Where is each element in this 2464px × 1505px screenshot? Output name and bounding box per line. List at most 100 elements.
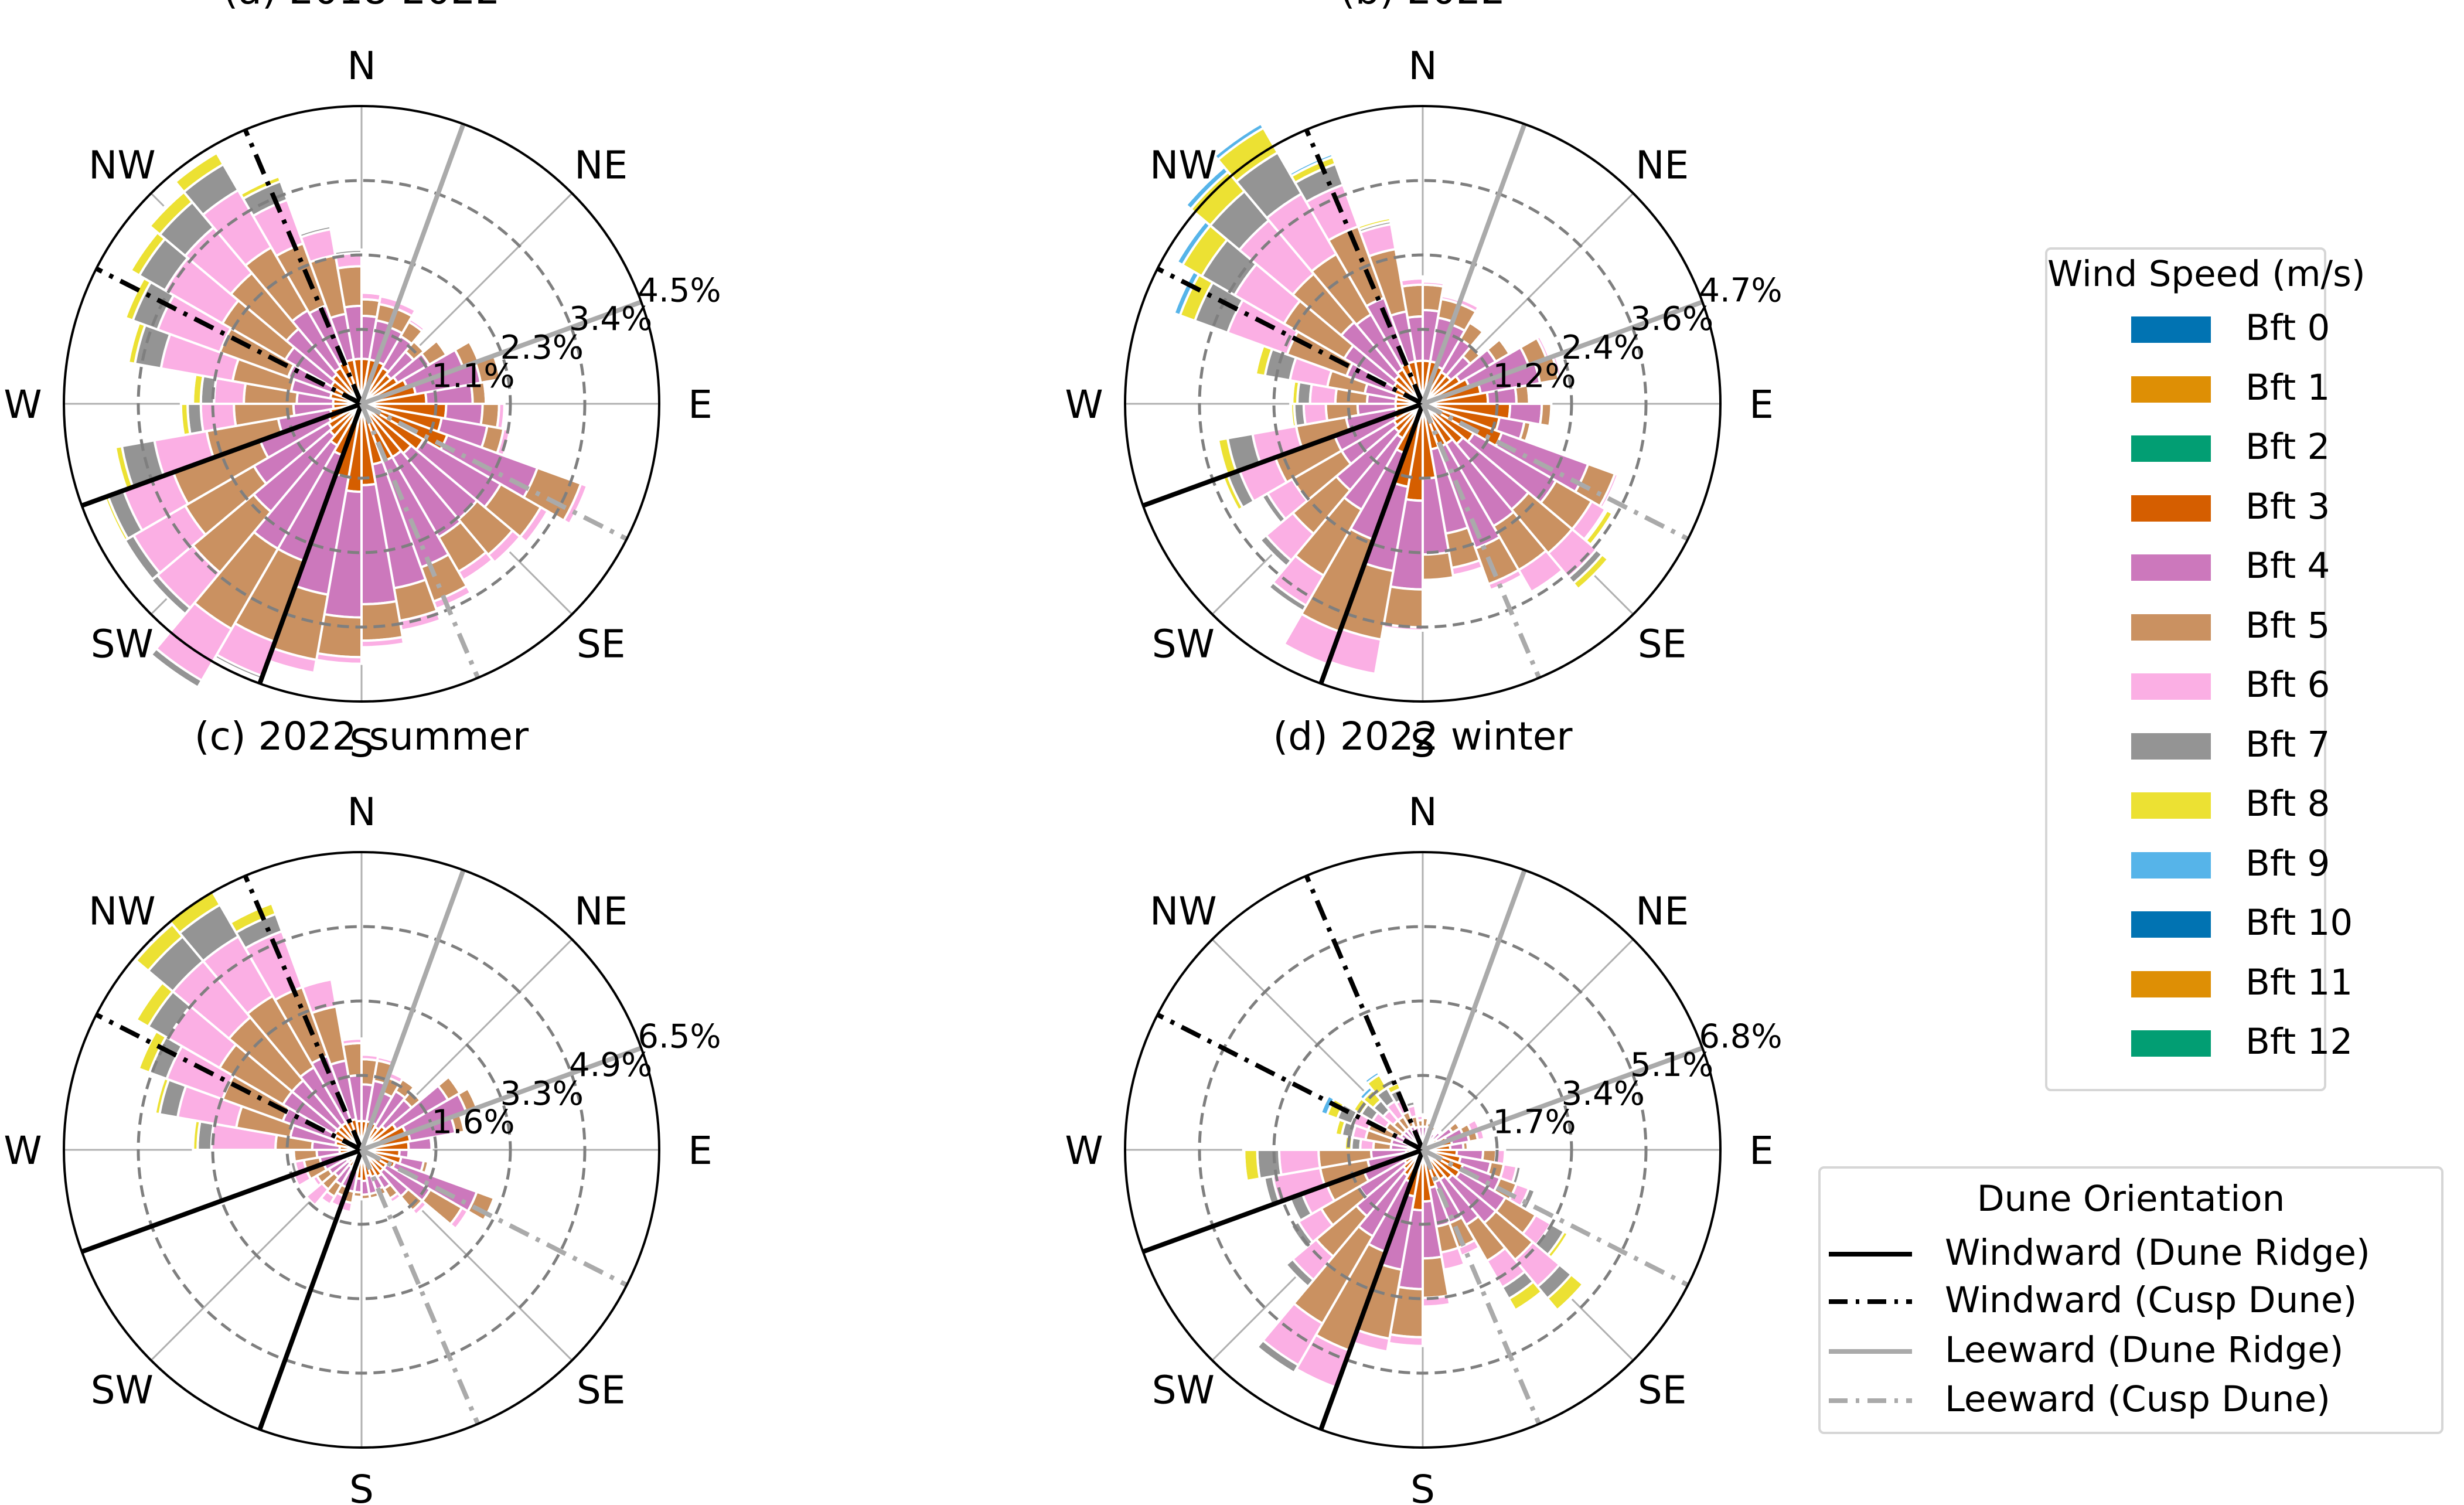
radial-tick-label: 4.5%: [638, 272, 721, 310]
compass-label: W: [1065, 382, 1103, 427]
dune-orientation-legend: Dune Orientation Windward (Dune Ridge) Wi…: [1818, 1166, 2443, 1434]
legend-swatch: [2131, 911, 2211, 938]
legend-swatch: [2131, 376, 2211, 403]
dune-orientation-line: [243, 874, 364, 1151]
wind-bar-segment: [479, 403, 500, 430]
compass-label: NE: [1635, 888, 1689, 934]
compass-label: NE: [574, 888, 628, 934]
dune-orientation-line: [1422, 299, 1703, 406]
outer-circle: [1124, 105, 1722, 703]
radial-tick-label: 6.5%: [638, 1018, 721, 1056]
wind-legend-item: Bft 12: [2047, 1021, 2353, 1063]
radial-tick-label: 4.7%: [1699, 272, 1782, 310]
compass-label: S: [1410, 721, 1435, 766]
compass-label: NW: [1150, 142, 1217, 188]
legend-label: Bft 0: [2245, 307, 2330, 349]
dune-orientation-line: [359, 403, 480, 679]
dune-orientation-line: [1420, 123, 1527, 405]
compass-label: SE: [1638, 1368, 1687, 1413]
radial-gridline: [285, 328, 438, 480]
legend-swatch: [2131, 792, 2211, 819]
legend-label: Windward (Cusp Dune): [1945, 1279, 2357, 1321]
legend-swatch: [2131, 673, 2211, 700]
dune-orientation-line: [1420, 869, 1527, 1151]
wind-bar-segment: [407, 317, 427, 333]
compass-label: S: [349, 721, 374, 766]
wind-bar-segment: [1357, 216, 1392, 231]
dune-orientation-line: [1304, 128, 1425, 405]
wind-bar-segment: [360, 1193, 372, 1201]
wind-bar-segment: [166, 888, 214, 922]
dune-orientation-line: [359, 123, 466, 405]
bars: [1242, 1070, 1586, 1391]
legend-label: Bft 6: [2245, 664, 2330, 706]
wind-bar-segment: [1507, 1280, 1543, 1312]
radial-tick-label: 3.6%: [1630, 300, 1713, 338]
wind-bar-segment: [290, 1149, 297, 1164]
wind-bar-segment: [1461, 1140, 1469, 1151]
compass-label: NE: [1635, 142, 1689, 188]
radial-gridline: [1198, 925, 1648, 1375]
legend-label: Bft 10: [2245, 902, 2353, 944]
wind-bar-segment: [1256, 1149, 1283, 1180]
legend-label: Bft 8: [2245, 783, 2330, 825]
radial-gridline: [1198, 179, 1648, 629]
wind-bar-segment: [1422, 280, 1446, 288]
legend-label: Bft 7: [2245, 723, 2330, 765]
dune-legend-item: Windward (Cusp Dune): [1821, 1278, 2441, 1325]
outer-circle: [1124, 851, 1722, 1449]
dune-orientation-line: [1422, 1046, 1703, 1152]
dune-orientation-line: [95, 1012, 363, 1152]
compass-label: SW: [91, 622, 154, 667]
wind-bar-segment: [1458, 321, 1485, 349]
radial-tick-label: 2.4%: [1562, 329, 1645, 367]
compass-label: N: [347, 43, 376, 88]
legend-label: Bft 2: [2245, 426, 2330, 468]
compass-label: SW: [91, 1368, 154, 1413]
compass-label: N: [1408, 789, 1437, 835]
compass-label: E: [1749, 1128, 1774, 1173]
compass-label: N: [347, 789, 376, 835]
compass-label: SW: [1152, 622, 1215, 667]
radial-gridline: [211, 999, 512, 1300]
legend-label: Leeward (Cusp Dune): [1945, 1378, 2330, 1420]
wind-bar-segment: [1319, 1094, 1336, 1117]
panel-title: (a) 2018-2022: [223, 0, 500, 13]
legend-swatch: [2131, 852, 2211, 879]
bars: [103, 149, 589, 689]
legend-label: Bft 9: [2245, 842, 2330, 884]
dune-orientation-line: [359, 869, 466, 1151]
wind-bar-segment: [1284, 1257, 1316, 1289]
wind-legend-item: Bft 1: [2047, 367, 2330, 408]
wind-bar-segment: [304, 1181, 330, 1207]
wind-bar-segment: [1399, 275, 1424, 282]
legend-label: Leeward (Dune Ridge): [1945, 1329, 2344, 1371]
dune-orientation-line: [1304, 874, 1425, 1151]
wind-legend-item: Bft 6: [2047, 664, 2330, 706]
wind-legend-item: Bft 7: [2047, 724, 2330, 765]
compass-label: W: [4, 382, 42, 427]
dune-orientation-line: [1318, 403, 1425, 685]
compass-label: S: [1410, 1467, 1435, 1505]
wind-rose-panel: (b) 2022 1.2%2.4%3.6%4.7% N NE E SE S SW W NW: [1065, 0, 1782, 766]
compass-label: W: [4, 1128, 42, 1173]
wind-bar-segment: [1213, 121, 1265, 162]
wind-bar-segment: [1487, 568, 1524, 592]
wind-legend-item: Bft 0: [2047, 307, 2330, 349]
compass-label: E: [1749, 382, 1774, 427]
radial-tick-label: 1.1%: [431, 357, 514, 395]
wind-bar-segment: [1363, 1070, 1381, 1085]
panel-title: (c) 2022 summer: [195, 714, 529, 759]
wind-bar-segment: [1255, 1339, 1300, 1375]
legend-swatch: [2131, 1030, 2211, 1057]
radial-tick-label: 3.3%: [500, 1075, 584, 1113]
legend-swatch: [2131, 435, 2211, 462]
wind-bar-segment: [238, 173, 281, 196]
compass-label: NW: [88, 888, 156, 934]
dune-orientation-line: [1142, 401, 1424, 508]
dune-orientation-line: [1318, 1149, 1425, 1431]
wind-bar-segment: [360, 289, 383, 296]
compass-label: S: [349, 1467, 374, 1505]
wind-bar-segment: [1387, 1333, 1424, 1347]
compass-label: SE: [577, 622, 626, 667]
